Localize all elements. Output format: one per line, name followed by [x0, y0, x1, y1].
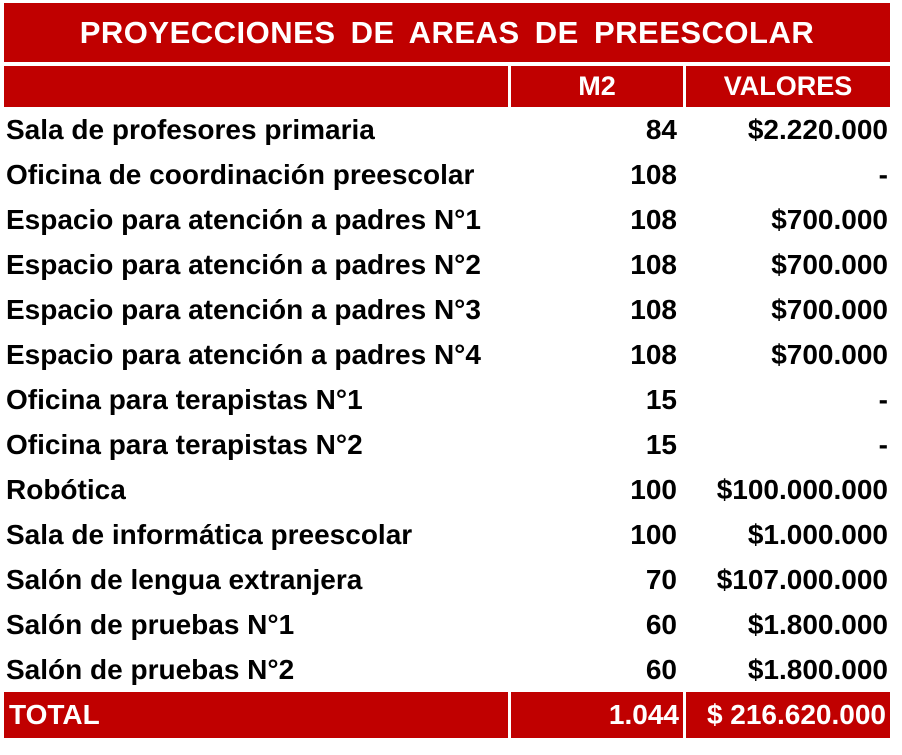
table-row: Salón de lengua extranjera 70 $107.000.0… — [4, 557, 890, 602]
row-m2-value: 100 — [511, 512, 683, 557]
row-label: Salón de lengua extranjera — [4, 557, 508, 602]
header-area-cell — [4, 66, 508, 107]
row-label: Salón de pruebas N°2 — [4, 647, 508, 692]
table-row: Oficina para terapistas N°2 15 - — [4, 422, 890, 467]
row-label: Robótica — [4, 467, 508, 512]
row-m2-value: 15 — [511, 422, 683, 467]
row-label: Espacio para atención a padres N°4 — [4, 332, 508, 377]
row-label: Oficina de coordinación preescolar — [4, 152, 508, 197]
row-m2-value: 100 — [511, 467, 683, 512]
table-row: Sala de informática preescolar 100 $1.00… — [4, 512, 890, 557]
table-row: Salón de pruebas N°1 60 $1.800.000 — [4, 602, 890, 647]
row-valores-value: $700.000 — [686, 197, 890, 242]
row-m2-value: 15 — [511, 377, 683, 422]
row-valores-value: $700.000 — [686, 287, 890, 332]
row-valores-value: - — [686, 377, 890, 422]
row-label: Salón de pruebas N°1 — [4, 602, 508, 647]
row-label: Espacio para atención a padres N°1 — [4, 197, 508, 242]
total-label: TOTAL — [4, 692, 508, 738]
row-valores-value: $1.800.000 — [686, 602, 890, 647]
row-label: Sala de informática preescolar — [4, 512, 508, 557]
total-m2-value: 1.044 — [511, 692, 683, 738]
table-row: Espacio para atención a padres N°3 108 $… — [4, 287, 890, 332]
row-m2-value: 108 — [511, 152, 683, 197]
header-valores-cell: VALORES — [686, 66, 890, 107]
row-m2-value: 60 — [511, 647, 683, 692]
row-valores-value: $700.000 — [686, 242, 890, 287]
row-valores-value: $100.000.000 — [686, 467, 890, 512]
table-row: Espacio para atención a padres N°1 108 $… — [4, 197, 890, 242]
row-m2-value: 108 — [511, 287, 683, 332]
row-valores-value: - — [686, 152, 890, 197]
row-m2-value: 108 — [511, 197, 683, 242]
header-m2-cell: M2 — [511, 66, 683, 107]
row-label: Sala de profesores primaria — [4, 107, 508, 152]
row-m2-value: 84 — [511, 107, 683, 152]
table-row: Robótica 100 $100.000.000 — [4, 467, 890, 512]
table-row: Espacio para atención a padres N°4 108 $… — [4, 332, 890, 377]
table-row: Sala de profesores primaria 84 $2.220.00… — [4, 107, 890, 152]
row-label: Oficina para terapistas N°2 — [4, 422, 508, 467]
row-m2-value: 108 — [511, 242, 683, 287]
table-title: PROYECCIONES DE AREAS DE PREESCOLAR — [4, 3, 890, 62]
table-row: Oficina de coordinación preescolar 108 - — [4, 152, 890, 197]
table-total-row: TOTAL 1.044 $ 216.620.000 — [4, 692, 890, 738]
row-valores-value: $1.800.000 — [686, 647, 890, 692]
row-valores-value: $107.000.000 — [686, 557, 890, 602]
row-m2-value: 60 — [511, 602, 683, 647]
row-valores-value: $700.000 — [686, 332, 890, 377]
row-label: Oficina para terapistas N°1 — [4, 377, 508, 422]
projections-table: PROYECCIONES DE AREAS DE PREESCOLAR M2 V… — [4, 3, 890, 738]
table-row: Espacio para atención a padres N°2 108 $… — [4, 242, 890, 287]
row-m2-value: 108 — [511, 332, 683, 377]
table-header-row: M2 VALORES — [4, 66, 890, 107]
row-label: Espacio para atención a padres N°2 — [4, 242, 508, 287]
row-label: Espacio para atención a padres N°3 — [4, 287, 508, 332]
row-valores-value: - — [686, 422, 890, 467]
row-valores-value: $2.220.000 — [686, 107, 890, 152]
row-m2-value: 70 — [511, 557, 683, 602]
total-valores-value: $ 216.620.000 — [686, 692, 890, 738]
table-row: Salón de pruebas N°2 60 $1.800.000 — [4, 647, 890, 692]
row-valores-value: $1.000.000 — [686, 512, 890, 557]
table-row: Oficina para terapistas N°1 15 - — [4, 377, 890, 422]
